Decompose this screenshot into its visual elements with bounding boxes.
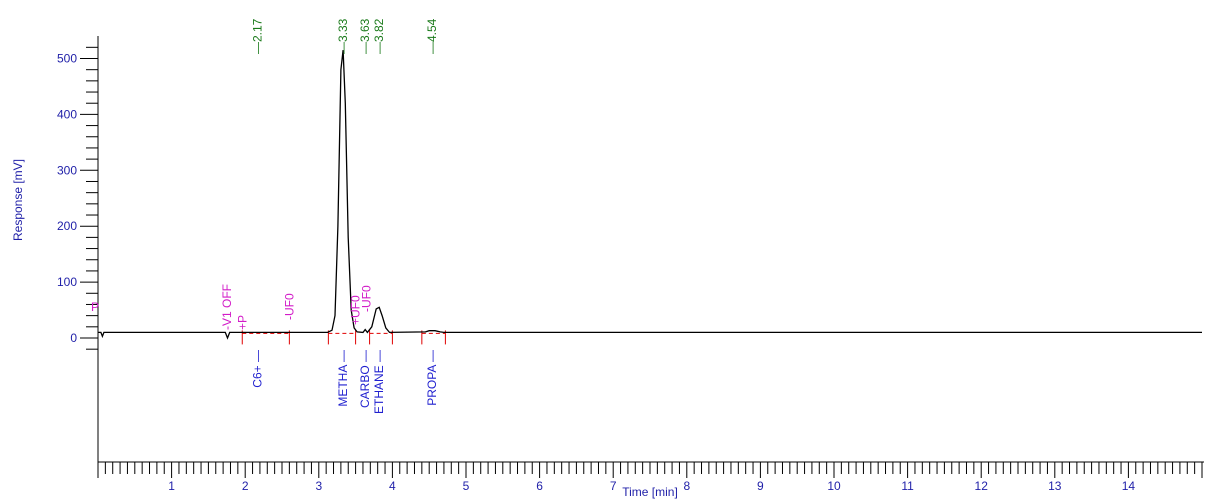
x-tick-label: 11 [901,479,914,493]
peak-time-label: —3.82 [372,18,386,54]
x-tick-label: 9 [757,479,764,493]
x-tick-label: 1 [168,479,175,493]
component-label: CARBO — [358,350,372,408]
y-axis-title: Response [mV] [11,159,25,241]
x-tick-label: 8 [683,479,690,493]
y-tick-label: 0 [70,331,77,345]
component-label: C6+ — [251,350,265,388]
component-label: PROPA — [425,350,439,406]
event-labels: -V1 OFF +P-UF0 +UF0-UF0 [220,284,374,330]
y-tick-label: 200 [57,219,77,233]
signal-trace [98,50,1202,340]
y-tick-label: 500 [57,52,77,66]
peak-time-label: —4.54 [425,18,439,54]
y-tick-label: 400 [57,107,77,121]
start-marker: P [91,300,99,314]
event-label: -V1 OFF [220,284,234,330]
x-tick-label: 14 [1122,479,1136,493]
component-label: ETHANE — [372,350,386,414]
x-tick-label: 13 [1048,479,1062,493]
y-tick-label: 100 [57,275,77,289]
x-tick-label: 7 [610,479,617,493]
x-tick-label: 6 [536,479,543,493]
event-label: +P [235,315,249,330]
x-tick-label: 12 [975,479,989,493]
event-label: +UF0 [349,295,363,325]
x-tick-label: 3 [315,479,322,493]
peak-time-label: —3.63 [358,18,372,54]
x-tick-label: 10 [827,479,841,493]
component-labels: C6+ — METHA — CARBO — ETHANE — PROPA — [251,350,439,414]
chromatogram-line [98,50,1202,340]
event-label: -UF0 [360,285,374,312]
x-tick-label: 5 [463,479,470,493]
x-tick-label: 2 [242,479,249,493]
peak-labels: —2.17 —3.33 —3.63 —3.82 —4.54 [251,18,439,54]
peak-time-label: —3.33 [336,18,350,54]
component-label: METHA — [336,350,350,407]
peak-time-label: —2.17 [251,18,265,54]
event-label: -UF0 [282,293,296,320]
x-axis-title: Time [min] [622,485,678,499]
x-tick-label: 4 [389,479,396,493]
y-tick-label: 300 [57,163,77,177]
